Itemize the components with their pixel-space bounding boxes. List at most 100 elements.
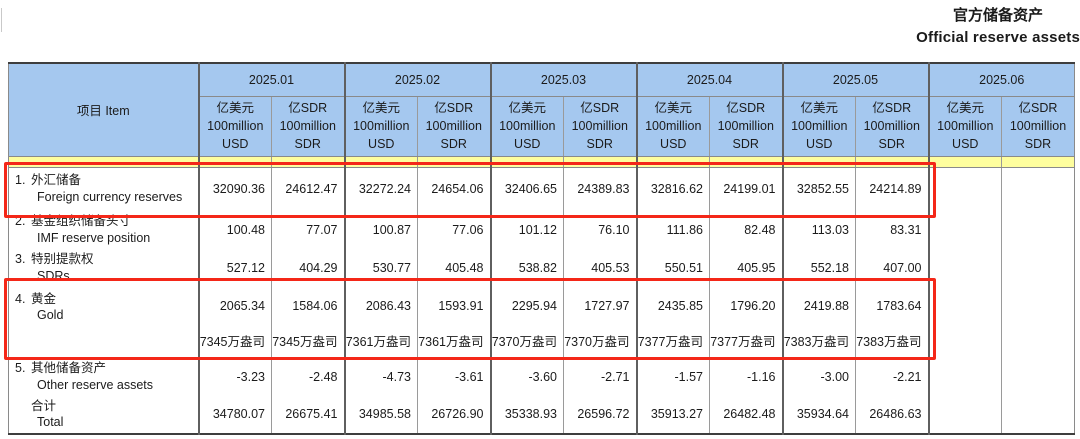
value-cell: -1.57: [635, 357, 710, 396]
yellow-strip-cell: [563, 156, 637, 168]
table-row: 5. 其他储备资产 Other reserve assets -3.23 -2.48 -4…: [9, 357, 1075, 396]
report-title-zh: 官方储备资产: [953, 6, 1044, 24]
gold-value: 2435.85: [657, 298, 703, 313]
value-cell: -2.21: [855, 357, 929, 396]
value-cell: 35913.27: [635, 395, 710, 435]
value-cell: -1.16: [709, 357, 783, 396]
row-label: 合计 Total: [9, 396, 199, 435]
gold-ounces: 7377万盎司: [637, 334, 703, 349]
value-cell: 77.06: [417, 211, 491, 249]
value-cell: -3.00: [781, 357, 856, 396]
yellow-strip-cell: [927, 156, 1002, 168]
unit-header-line: 100million: [571, 118, 628, 133]
yellow-strip-cell: [855, 156, 929, 168]
unit-header-line: 100million: [863, 118, 920, 133]
gold-ounces: 7345万盎司: [199, 334, 265, 349]
unit-header-line: 亿SDR: [726, 100, 766, 115]
unit-header-line: USD: [222, 137, 249, 152]
unit-header-line: SDR: [878, 137, 905, 152]
value-cell: 32406.65: [489, 167, 564, 211]
unit-header-2025.06-sdr: 亿SDR 100million SDR: [1001, 96, 1075, 157]
value-cell: 82.48: [709, 211, 783, 249]
unit-header-line: 亿SDR: [434, 100, 474, 115]
value-cell: 405.53: [563, 248, 637, 287]
gold-ounces: 7370万盎司: [564, 334, 630, 349]
unit-header-line: 亿美元: [508, 100, 546, 115]
unit-header-2025.01-sdr: 亿SDR 100million SDR: [271, 96, 345, 157]
value-cell: 2065.34 7345万盎司: [197, 286, 272, 358]
month-header-row: 项目 Item 2025.01 2025.02 2025.03 2025.04 …: [8, 63, 1075, 157]
row-label-zh: 黄金: [31, 291, 57, 306]
value-cell: 34780.07: [197, 395, 272, 435]
unit-header-line: USD: [660, 137, 687, 152]
unit-header-line: 亿美元: [946, 100, 984, 115]
value-cell: [1001, 286, 1075, 358]
row-label: 2. 基金组织储备头寸 IMF reserve position: [9, 211, 199, 249]
gold-ounces: 7345万盎司: [272, 334, 338, 349]
unit-header-line: 亿SDR: [872, 100, 912, 115]
report-title: 官方储备资产 Official reserve assets: [916, 5, 1080, 49]
unit-header-2025.02-usd: 亿美元 100million USD: [343, 96, 418, 157]
unit-header-line: 100million: [425, 118, 482, 133]
row-number: 1.: [15, 173, 26, 188]
gold-value: 1584.06: [292, 298, 338, 313]
value-cell: [1001, 248, 1075, 287]
yellow-strip-cell: [271, 156, 345, 168]
unit-header-line: 100million: [1009, 118, 1067, 133]
row-number: 4.: [15, 291, 26, 306]
value-cell: 527.12: [197, 248, 272, 287]
unit-header-line: 100million: [279, 118, 336, 133]
table-row: 2. 基金组织储备头寸 IMF reserve position 100.48 77.0…: [9, 211, 1075, 249]
row-label-zh: 合计: [31, 398, 57, 413]
yellow-strip-cell: [8, 156, 199, 168]
page-edge-line: [1, 8, 2, 32]
unit-header-line: 亿美元: [216, 100, 254, 115]
gold-value: 1727.97: [584, 298, 630, 313]
value-cell: 77.07: [271, 211, 345, 249]
unit-header-line: 100million: [717, 118, 774, 133]
unit-header-line: 100million: [353, 118, 410, 133]
value-cell: 405.48: [417, 248, 491, 287]
value-cell: 1593.91 7361万盎司: [417, 286, 491, 358]
value-cell: -3.61: [417, 357, 491, 396]
table-row: 1. 外汇储备 Foreign currency reserves 32090.36 2…: [9, 167, 1075, 211]
value-cell: [1001, 167, 1075, 211]
value-cell: 113.03: [781, 211, 856, 249]
gold-value: 2086.43: [365, 298, 411, 313]
unit-header-line: USD: [514, 137, 541, 152]
row-label: 4. 黄金 Gold: [9, 287, 199, 358]
value-cell: 1783.64 7383万盎司: [855, 286, 929, 358]
yellow-strip-cell: [1001, 156, 1075, 168]
yellow-strip-cell: [709, 156, 783, 168]
row-label-en: Foreign currency reserves: [37, 190, 183, 205]
value-cell: 2295.94 7370万盎司: [489, 286, 564, 358]
row-label-en: Total: [37, 415, 64, 430]
item-column-header: 项目 Item: [8, 63, 199, 157]
value-cell: [1001, 211, 1075, 249]
value-cell: [927, 211, 1002, 249]
value-cell: 35338.93: [489, 395, 564, 435]
month-header-2025-01: 2025.01: [197, 63, 345, 97]
row-label-zh: 外汇储备: [31, 173, 82, 188]
unit-header-2025.04-usd: 亿美元 100million USD: [635, 96, 710, 157]
value-cell: 538.82: [489, 248, 564, 287]
yellow-strip-cell: [197, 156, 272, 168]
value-cell: 404.29: [271, 248, 345, 287]
unit-header-line: SDR: [440, 137, 467, 152]
unit-header-line: SDR: [294, 137, 321, 152]
value-cell: 101.12: [489, 211, 564, 249]
value-cell: 34985.58: [343, 395, 418, 435]
value-cell: [927, 395, 1002, 435]
value-cell: 76.10: [563, 211, 637, 249]
yellow-strip-cell: [781, 156, 856, 168]
value-cell: 550.51: [635, 248, 710, 287]
table-row: 合计 Total 34780.07 26675.41 34985.58 26726.90 3…: [9, 395, 1075, 435]
month-header-2025-03: 2025.03: [489, 63, 637, 97]
yellow-highlight-row: [8, 156, 1075, 168]
unit-header-line: 亿美元: [800, 100, 838, 115]
value-cell: [1001, 395, 1075, 435]
value-cell: 100.87: [343, 211, 418, 249]
unit-header-line: SDR: [732, 137, 759, 152]
value-cell: 24389.83: [563, 167, 637, 211]
unit-header-line: 100million: [499, 118, 556, 133]
